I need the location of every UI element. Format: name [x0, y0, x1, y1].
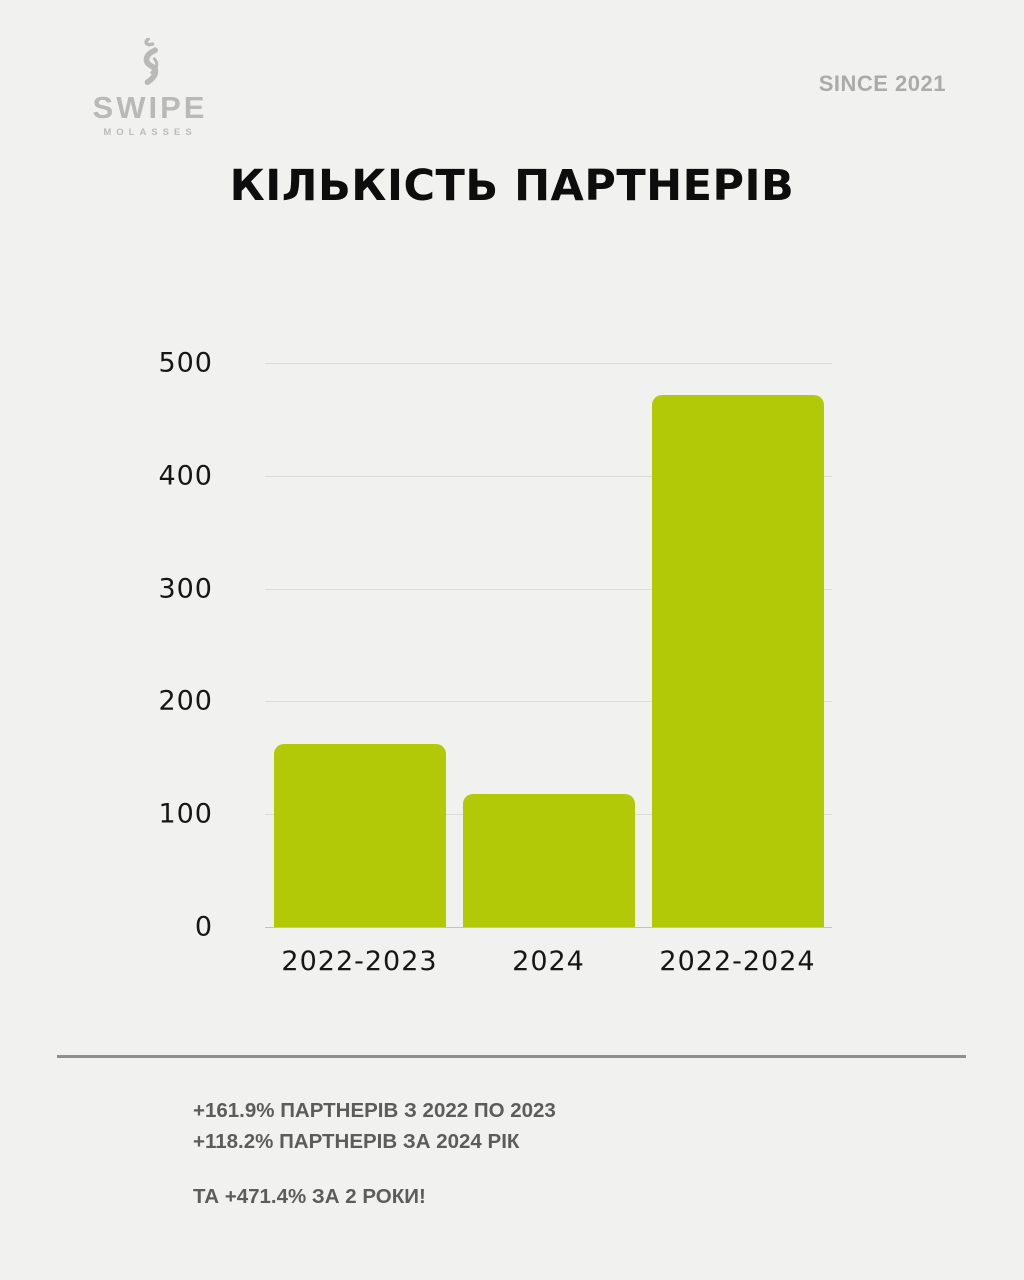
page-title: КІЛЬКІСТЬ ПАРТНЕРІВ	[229, 161, 795, 211]
bar-2024	[462, 793, 635, 927]
y-tick-label: 100	[158, 798, 213, 830]
brand-subtitle: MOLASSES	[103, 127, 197, 138]
bar-2022-2024	[651, 395, 824, 927]
y-tick-label: 400	[158, 460, 213, 492]
chart-plot: 0 100 200 300 400 500 2022-2023 2024 2022-2024	[158, 350, 832, 975]
x-category-label: 2024	[512, 946, 585, 977]
footer-highlight: ТА +471.4% ЗА 2 РОКИ!	[193, 1185, 426, 1208]
x-category-label: 2022-2023	[281, 946, 438, 977]
bar-2022-2023	[273, 744, 446, 927]
gridline	[265, 475, 832, 477]
gridline	[265, 927, 832, 928]
since-label: SINCE 2021	[818, 71, 946, 96]
smoke-swirl-icon	[143, 38, 159, 86]
gridline	[265, 363, 832, 364]
footer-stat-line: +161.9% ПАРТНЕРІВ З 2022 ПО 2023	[193, 1099, 556, 1122]
x-category-label: 2022-2024	[659, 946, 816, 977]
y-tick-label: 300	[158, 573, 213, 605]
y-tick-label: 500	[158, 347, 213, 379]
bar-chart: 0 100 200 300 400 500 2022-2023 2024 2022-2024	[158, 350, 860, 990]
footer-divider	[57, 1055, 966, 1058]
y-tick-label: 0	[194, 911, 213, 943]
brand-logo: SWIPE MOLASSES	[83, 38, 217, 138]
gridline	[265, 701, 832, 703]
gridline	[265, 588, 832, 590]
y-tick-label: 200	[158, 685, 213, 717]
footer-stats: +161.9% ПАРТНЕРІВ З 2022 ПО 2023 +118.2%…	[193, 1095, 893, 1157]
footer-stat-line: +118.2% ПАРТНЕРІВ ЗА 2024 РІК	[193, 1130, 520, 1153]
brand-name: SWIPE	[92, 90, 208, 125]
